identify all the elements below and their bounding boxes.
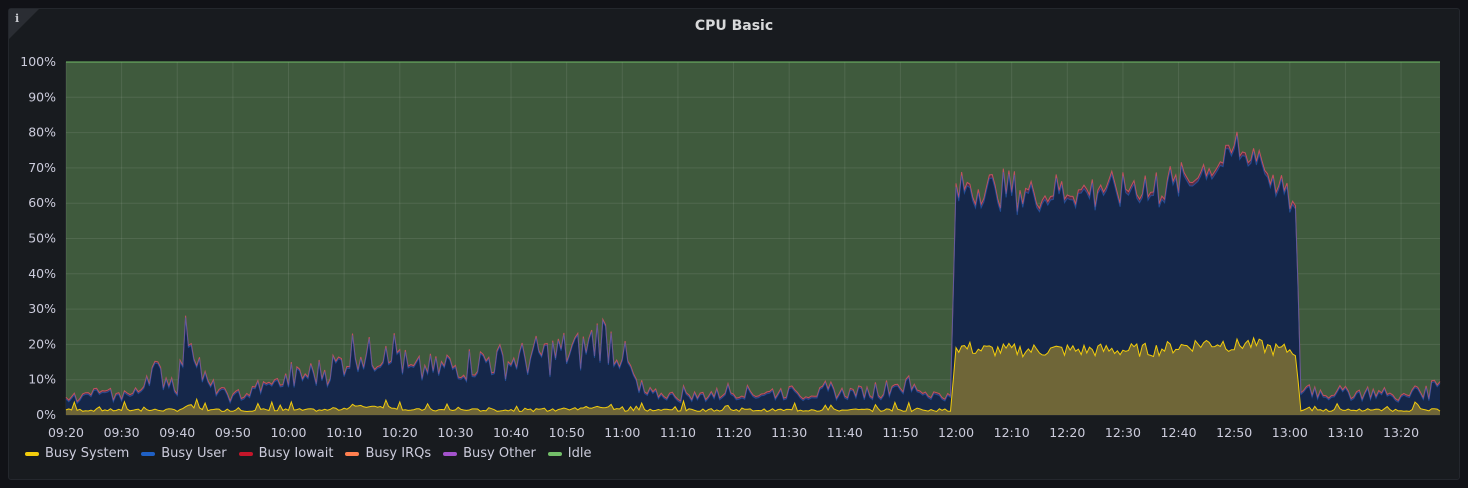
series-busy-system-line[interactable]	[65, 336, 1441, 413]
y-tick-label: 70%	[28, 160, 56, 175]
legend-item[interactable]: Busy IRQs	[345, 446, 431, 461]
legend-label: Busy User	[161, 446, 227, 461]
legend-swatch	[25, 451, 39, 456]
legend-swatch	[547, 451, 562, 456]
x-tick-label: 10:50	[549, 425, 585, 440]
x-tick-label: 11:40	[827, 425, 863, 440]
x-tick-label: 12:20	[1049, 425, 1085, 440]
legend-swatch	[238, 451, 253, 456]
y-tick-label: 40%	[28, 266, 56, 281]
legend-label: Busy IRQs	[365, 446, 432, 461]
legend-swatch	[141, 451, 156, 456]
x-tick-label: 12:00	[938, 425, 974, 440]
y-tick-label: 30%	[28, 301, 56, 316]
x-tick-label: 11:30	[771, 425, 807, 440]
legend-label: Busy Iowait	[258, 446, 334, 461]
x-tick-label: 09:40	[159, 425, 195, 440]
legend-label: Idle	[567, 446, 592, 461]
panel-title[interactable]: CPU Basic	[694, 18, 774, 34]
legend-item[interactable]: Busy System	[25, 446, 129, 461]
x-tick-label: 09:20	[48, 425, 84, 440]
y-tick-label: 60%	[28, 195, 56, 210]
x-tick-label: 10:30	[437, 425, 473, 440]
x-tick-label: 09:50	[215, 425, 251, 440]
x-tick-label: 12:40	[1161, 425, 1197, 440]
y-tick-label: 100%	[20, 54, 56, 69]
y-tick-label: 20%	[28, 336, 56, 351]
x-tick-label: 13:20	[1383, 425, 1419, 440]
y-tick-label: 80%	[28, 125, 56, 140]
legend-item[interactable]: Busy Iowait	[238, 446, 334, 461]
series-busy-user-line[interactable]	[65, 135, 1441, 405]
x-tick-label: 09:30	[104, 425, 140, 440]
x-tick-label: 13:00	[1272, 425, 1308, 440]
info-corner[interactable]	[9, 9, 39, 39]
legend: Busy System Busy User Busy Iowait Busy IRQs…	[25, 446, 592, 461]
x-tick-label: 11:00	[604, 425, 640, 440]
y-tick-label: 10%	[28, 372, 56, 387]
legend-item[interactable]: Busy User	[141, 446, 227, 461]
legend-label: Busy Other	[463, 446, 536, 461]
legend-swatch	[345, 451, 360, 456]
legend-item[interactable]: Busy Other	[443, 446, 536, 461]
cpu-chart[interactable]: 0% 10% 20% 30% 40% 50% 60% 70% 80% 90% 100% 09:20 09…	[9, 9, 1459, 479]
series-busy-system-area	[66, 337, 1440, 415]
x-tick-label: 11:10	[660, 425, 696, 440]
x-tick-label: 11:20	[716, 425, 752, 440]
x-tick-label: 10:00	[270, 425, 306, 440]
x-tick-label: 10:20	[382, 425, 418, 440]
y-tick-label: 50%	[28, 231, 56, 246]
x-tick-label: 10:40	[493, 425, 529, 440]
legend-swatch	[443, 451, 458, 456]
y-tick-label: 90%	[28, 89, 56, 104]
y-tick-label: 0%	[36, 407, 56, 422]
legend-item[interactable]: Idle	[547, 446, 592, 461]
x-tick-label: 12:30	[1105, 425, 1141, 440]
cpu-basic-panel: i CPU Basic 0% 10% 20% 30% 40% 50% 60% 70% 80% 90…	[8, 8, 1460, 480]
x-tick-label: 10:10	[326, 425, 362, 440]
x-tick-label: 12:10	[994, 425, 1030, 440]
info-icon[interactable]: i	[15, 12, 20, 25]
x-tick-label: 12:50	[1216, 425, 1252, 440]
legend-label: Busy System	[45, 446, 130, 461]
x-tick-label: 13:10	[1327, 425, 1363, 440]
x-tick-label: 11:50	[882, 425, 918, 440]
